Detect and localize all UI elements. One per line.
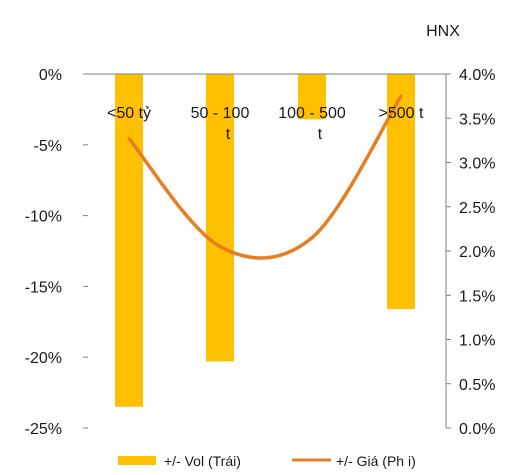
left-tick-label: -5%	[34, 138, 62, 155]
line-series	[129, 96, 401, 258]
left-tick-label: -25%	[25, 421, 62, 438]
left-tick-label: -15%	[25, 279, 62, 296]
category-label-4: >500 t	[379, 105, 424, 122]
legend: +/- Vol (Trái) +/- Giá (Ph i)	[118, 453, 416, 469]
chart-title: HNX	[426, 23, 460, 40]
left-tick-label: -20%	[25, 350, 62, 367]
right-tick-label: 1.5%	[459, 288, 495, 305]
right-tick-label: 1.0%	[459, 333, 495, 350]
bar-1	[115, 74, 143, 407]
legend-swatch-bar	[118, 456, 156, 465]
category-label-1: <50 tỷ	[107, 105, 151, 122]
right-tick-label: 0.5%	[459, 377, 495, 394]
legend-label-line: +/- Giá (Ph i)	[336, 453, 416, 469]
right-tick-label: 4.0%	[459, 67, 495, 84]
right-tick-label: 2.5%	[459, 200, 495, 217]
legend-label-bar: +/- Vol (Trái)	[164, 453, 241, 469]
right-tick-label: 3.5%	[459, 111, 495, 128]
right-tick-label: 2.0%	[459, 244, 495, 261]
left-tick-label: -10%	[25, 209, 62, 226]
axes: 0% -5% -10% -15% -20% -25% 4.0% 3.5% 3.0% 2.5% 2.0…	[25, 67, 496, 438]
left-tick-label: 0%	[39, 67, 62, 84]
right-tick-label: 3.0%	[459, 156, 495, 173]
price-line	[129, 96, 401, 258]
bar-series	[115, 74, 415, 407]
right-tick-label: 0.0%	[459, 421, 495, 438]
